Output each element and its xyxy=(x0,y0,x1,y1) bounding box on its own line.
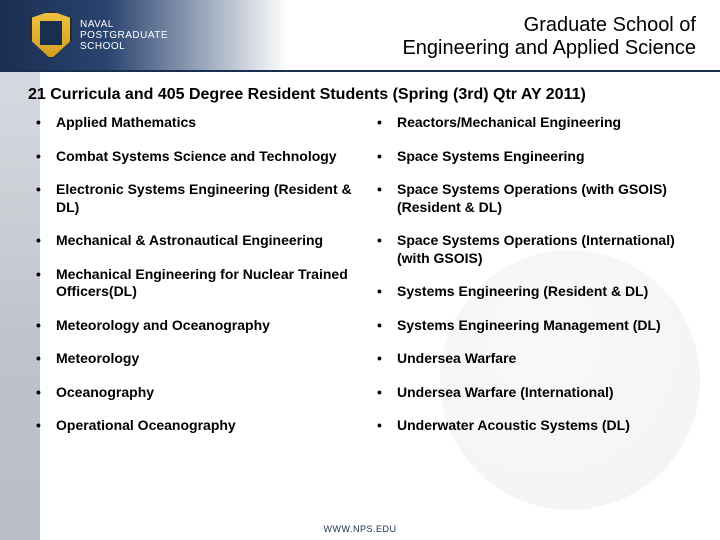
bullet-icon: • xyxy=(377,384,397,402)
logo: NAVAL POSTGRADUATE SCHOOL xyxy=(0,11,168,59)
list-item-label: Reactors/Mechanical Engineering xyxy=(397,114,621,132)
list-item-label: Combat Systems Science and Technology xyxy=(56,148,337,166)
list-item-label: Operational Oceanography xyxy=(56,417,236,435)
bullet-icon: • xyxy=(377,417,397,435)
bullet-icon: • xyxy=(36,114,56,132)
list-item-label: Oceanography xyxy=(56,384,154,402)
bullet-icon: • xyxy=(36,148,56,166)
list-item-label: Systems Engineering Management (DL) xyxy=(397,317,661,335)
list-item-label: Mechanical Engineering for Nuclear Train… xyxy=(56,266,361,301)
list-item: •Undersea Warfare (International) xyxy=(377,384,702,402)
bullet-icon: • xyxy=(36,417,56,435)
list-item-label: Underwater Acoustic Systems (DL) xyxy=(397,417,630,435)
list-item-label: Undersea Warfare xyxy=(397,350,516,368)
list-item: •Mechanical & Astronautical Engineering xyxy=(36,232,361,250)
bullet-icon: • xyxy=(36,181,56,199)
logo-line: SCHOOL xyxy=(80,41,168,52)
bullet-icon: • xyxy=(377,350,397,368)
list-item: •Reactors/Mechanical Engineering xyxy=(377,114,702,132)
list-item-label: Space Systems Engineering xyxy=(397,148,585,166)
bullet-icon: • xyxy=(377,181,397,199)
list-item: •Undersea Warfare xyxy=(377,350,702,368)
list-item-label: Systems Engineering (Resident & DL) xyxy=(397,283,648,301)
content-columns: •Applied Mathematics•Combat Systems Scie… xyxy=(0,114,720,451)
list-item-label: Applied Mathematics xyxy=(56,114,196,132)
list-item: •Oceanography xyxy=(36,384,361,402)
list-item: •Applied Mathematics xyxy=(36,114,361,132)
list-item-label: Electronic Systems Engineering (Resident… xyxy=(56,181,361,216)
bullet-icon: • xyxy=(36,266,56,284)
list-item: •Space Systems Operations (International… xyxy=(377,232,702,267)
list-item: •Underwater Acoustic Systems (DL) xyxy=(377,417,702,435)
bullet-icon: • xyxy=(377,317,397,335)
list-item: •Space Systems Engineering xyxy=(377,148,702,166)
bullet-icon: • xyxy=(36,350,56,368)
list-item: •Systems Engineering (Resident & DL) xyxy=(377,283,702,301)
list-item: •Meteorology and Oceanography xyxy=(36,317,361,335)
page-title: Graduate School of Engineering and Appli… xyxy=(402,14,696,60)
list-item-label: Mechanical & Astronautical Engineering xyxy=(56,232,323,250)
list-item: •Space Systems Operations (with GSOIS) (… xyxy=(377,181,702,216)
bullet-icon: • xyxy=(377,232,397,250)
logo-line: NAVAL xyxy=(80,19,168,30)
list-item: •Electronic Systems Engineering (Residen… xyxy=(36,181,361,216)
logo-text: NAVAL POSTGRADUATE SCHOOL xyxy=(80,19,168,52)
title-line: Graduate School of xyxy=(402,14,696,37)
nps-shield-icon xyxy=(30,11,72,59)
bullet-icon: • xyxy=(36,384,56,402)
bullet-icon: • xyxy=(36,232,56,250)
list-item-label: Space Systems Operations (International)… xyxy=(397,232,702,267)
bullet-icon: • xyxy=(377,114,397,132)
footer-url: WWW.NPS.EDU xyxy=(324,524,397,534)
list-item: •Systems Engineering Management (DL) xyxy=(377,317,702,335)
list-item-label: Meteorology xyxy=(56,350,139,368)
list-item: •Operational Oceanography xyxy=(36,417,361,435)
subtitle: 21 Curricula and 405 Degree Resident Stu… xyxy=(0,72,720,114)
list-item: •Mechanical Engineering for Nuclear Trai… xyxy=(36,266,361,301)
logo-line: POSTGRADUATE xyxy=(80,30,168,41)
bullet-icon: • xyxy=(36,317,56,335)
list-item: •Meteorology xyxy=(36,350,361,368)
bullet-icon: • xyxy=(377,148,397,166)
left-column: •Applied Mathematics•Combat Systems Scie… xyxy=(36,114,371,451)
list-item: •Combat Systems Science and Technology xyxy=(36,148,361,166)
list-item-label: Undersea Warfare (International) xyxy=(397,384,614,402)
list-item-label: Meteorology and Oceanography xyxy=(56,317,270,335)
list-item-label: Space Systems Operations (with GSOIS) (R… xyxy=(397,181,702,216)
right-column: •Reactors/Mechanical Engineering•Space S… xyxy=(371,114,702,451)
title-line: Engineering and Applied Science xyxy=(402,37,696,60)
header: NAVAL POSTGRADUATE SCHOOL Graduate Schoo… xyxy=(0,0,720,72)
bullet-icon: • xyxy=(377,283,397,301)
